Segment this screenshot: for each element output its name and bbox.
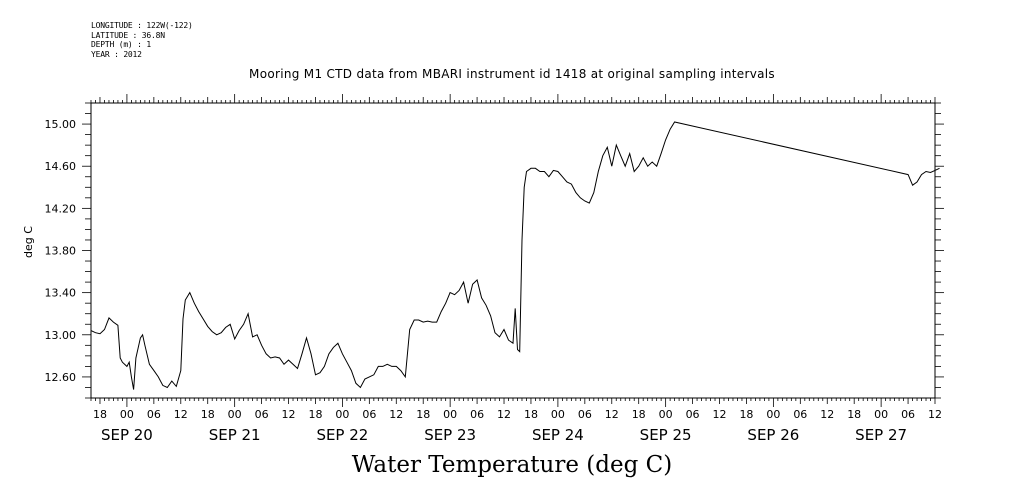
x-day-label: SEP 23: [424, 426, 476, 444]
x-hour-label: 00: [874, 408, 888, 421]
latitude-text: LATITUDE : 36.8N: [91, 30, 165, 40]
metadata-block: LONGITUDE : 122W(-122) LATITUDE : 36.8N …: [91, 21, 193, 59]
y-tick-label: 14.60: [45, 160, 77, 173]
x-hour-label: 00: [551, 408, 565, 421]
plot-frame: [90, 102, 936, 399]
x-day-label: SEP 26: [747, 426, 799, 444]
x-hour-label: 12: [605, 408, 619, 421]
axis-ticks: [82, 94, 944, 407]
x-day-label: SEP 20: [101, 426, 153, 444]
x-hour-label: 18: [93, 408, 107, 421]
x-hour-label: 06: [793, 408, 807, 421]
depth-text: DEPTH (m) : 1: [91, 40, 152, 49]
x-hour-label: 06: [147, 408, 161, 421]
x-hour-label: 12: [713, 408, 727, 421]
x-hour-label: 18: [416, 408, 430, 421]
longitude-text: LONGITUDE : 122W(-122): [91, 21, 193, 30]
y-tick-label: 12.60: [45, 371, 77, 384]
year-text: YEAR : 2012: [91, 49, 142, 59]
x-hour-label: 00: [228, 408, 242, 421]
y-tick-label: 13.40: [45, 287, 77, 300]
x-hour-label: 12: [389, 408, 403, 421]
x-hour-label: 06: [686, 408, 700, 421]
x-hour-label: 12: [497, 408, 511, 421]
x-hour-label: 12: [820, 408, 834, 421]
x-hour-label: 06: [470, 408, 484, 421]
y-tick-label: 14.20: [45, 202, 77, 215]
x-axis-label: Water Temperature (deg C): [351, 452, 673, 478]
chart-title: Mooring M1 CTD data from MBARI instrumen…: [249, 67, 775, 81]
x-hour-label: 06: [362, 408, 376, 421]
x-hour-label: 12: [174, 408, 188, 421]
plot-border: [90, 102, 936, 399]
x-hour-label: 18: [739, 408, 753, 421]
x-hour-label: 06: [901, 408, 915, 421]
x-hour-label: 00: [659, 408, 673, 421]
x-hour-label: 12: [928, 408, 942, 421]
y-tick-label: 15.00: [45, 118, 77, 131]
x-hour-label: 18: [847, 408, 861, 421]
x-hour-label: 18: [201, 408, 215, 421]
x-day-label: SEP 22: [316, 426, 368, 444]
x-hour-label: 12: [282, 408, 296, 421]
x-hour-label: 18: [632, 408, 646, 421]
x-day-label: SEP 24: [532, 426, 584, 444]
x-hour-label: 18: [524, 408, 538, 421]
y-tick-label: 13.00: [45, 329, 77, 342]
x-day-label: SEP 25: [640, 426, 692, 444]
x-hour-label: 00: [443, 408, 457, 421]
series-group: [90, 121, 940, 390]
x-day-label: SEP 21: [209, 426, 261, 444]
x-hour-label: 18: [308, 408, 322, 421]
water-temperature-line: [90, 121, 940, 390]
y-tick-labels: 15.00 14.60 14.20 13.80 13.40 13.00 12.60: [45, 118, 77, 384]
x-hour-label: 06: [255, 408, 269, 421]
x-hour-label: 00: [120, 408, 134, 421]
x-tick-labels: 18 00 06 12 18 00 06 12 18 00 06 12 18 00 06 12 18 00 06 12…: [93, 408, 942, 444]
y-tick-label: 13.80: [45, 245, 77, 258]
x-hour-label: 06: [578, 408, 592, 421]
x-hour-label: 00: [335, 408, 349, 421]
x-hour-label: 00: [766, 408, 780, 421]
x-day-label: SEP 27: [855, 426, 907, 444]
